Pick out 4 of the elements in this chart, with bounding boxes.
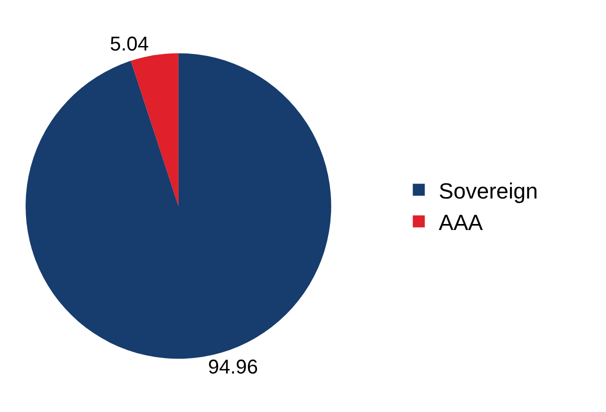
legend-label: AAA — [438, 210, 484, 235]
data-label: 94.96 — [208, 356, 258, 379]
data-label: 5.04 — [110, 33, 149, 56]
legend-label: Sovereign — [438, 178, 538, 204]
